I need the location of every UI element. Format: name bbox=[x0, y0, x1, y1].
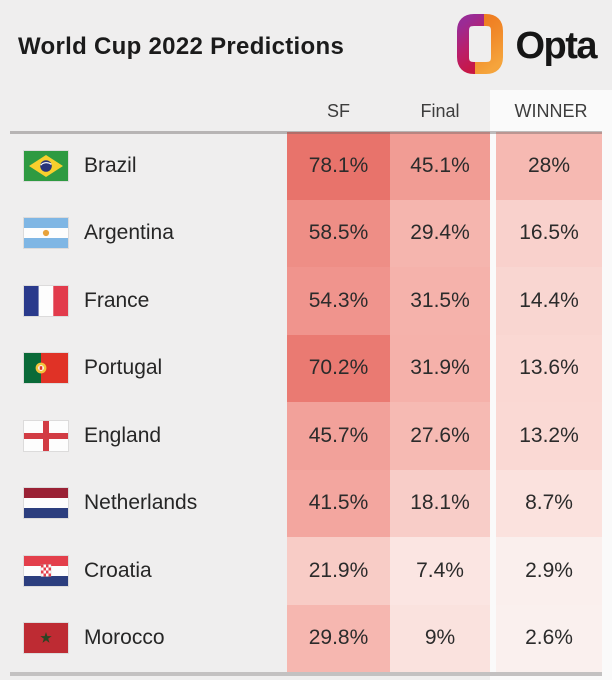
column-header-winner: WINNER bbox=[514, 101, 588, 121]
sf-cell: 41.5% bbox=[287, 469, 390, 537]
winner-cell: 2.6% bbox=[496, 604, 602, 672]
column-header-final: Final bbox=[420, 101, 460, 121]
sf-cell: 70.2% bbox=[287, 334, 390, 402]
final-cell: 18.1% bbox=[390, 469, 490, 537]
sf-cell: 54.3% bbox=[287, 267, 390, 335]
flag-france-icon bbox=[24, 285, 68, 316]
sf-cell: 45.7% bbox=[287, 402, 390, 470]
table-row: Argentina 58.5% 29.4% 16.5% bbox=[0, 199, 612, 267]
sf-cell: 78.1% bbox=[287, 132, 390, 200]
final-cell: 27.6% bbox=[390, 402, 490, 470]
table-row: England 45.7% 27.6% 13.2% bbox=[0, 402, 612, 470]
predictions-table: Brazil 78.1% 45.1% 28% Argentina 58.5% 29.4% 1… bbox=[0, 132, 612, 672]
table-row: Brazil 78.1% 45.1% 28% bbox=[0, 132, 612, 200]
page-title: World Cup 2022 Predictions bbox=[18, 33, 345, 60]
final-cell: 31.9% bbox=[390, 334, 490, 402]
table-row: Morocco 29.8% 9% 2.6% bbox=[0, 604, 612, 672]
opta-logo: Opta bbox=[457, 13, 597, 79]
flag-croatia-icon bbox=[24, 555, 68, 586]
winner-cell: 13.6% bbox=[496, 334, 602, 402]
team-name: Argentina bbox=[84, 221, 174, 245]
winner-cell: 8.7% bbox=[496, 469, 602, 537]
table-row: France 54.3% 31.5% 14.4% bbox=[0, 267, 612, 335]
team-name: England bbox=[84, 423, 162, 447]
team-name: Netherlands bbox=[84, 491, 198, 515]
sf-cell: 58.5% bbox=[287, 199, 390, 267]
winner-cell: 2.9% bbox=[496, 537, 602, 605]
table-top-border bbox=[10, 131, 602, 134]
opta-logo-text: Opta bbox=[515, 24, 597, 67]
flag-england-icon bbox=[24, 420, 68, 451]
table-row: Croatia 21.9% 7.4% 2.9% bbox=[0, 537, 612, 605]
table-row: Portugal 70.2% 31.9% 13.6% bbox=[0, 334, 612, 402]
flag-argentina-icon bbox=[24, 218, 68, 249]
winner-cell: 14.4% bbox=[496, 267, 602, 335]
flag-brazil-icon bbox=[24, 150, 68, 181]
final-cell: 7.4% bbox=[390, 537, 490, 605]
final-cell: 45.1% bbox=[390, 132, 490, 200]
final-cell: 31.5% bbox=[390, 267, 490, 335]
sf-cell: 21.9% bbox=[287, 537, 390, 605]
table-bottom-border bbox=[10, 672, 602, 676]
column-header-sf: SF bbox=[326, 101, 350, 121]
team-name: Croatia bbox=[84, 558, 152, 582]
team-name: Portugal bbox=[84, 356, 163, 380]
sf-cell: 29.8% bbox=[287, 604, 390, 672]
winner-cell: 13.2% bbox=[496, 402, 602, 470]
table-row: Netherlands 41.5% 18.1% 8.7% bbox=[0, 469, 612, 537]
flag-morocco-icon bbox=[24, 623, 68, 654]
flag-netherlands-icon bbox=[24, 488, 68, 519]
team-name: France bbox=[84, 288, 150, 312]
team-name: Brazil bbox=[84, 153, 137, 177]
flag-portugal-icon bbox=[24, 353, 68, 384]
winner-cell: 16.5% bbox=[496, 199, 602, 267]
final-cell: 9% bbox=[390, 604, 490, 672]
winner-cell: 28% bbox=[496, 132, 602, 200]
opta-logo-icon bbox=[457, 13, 504, 79]
team-name: Morocco bbox=[84, 626, 165, 650]
final-cell: 29.4% bbox=[390, 199, 490, 267]
